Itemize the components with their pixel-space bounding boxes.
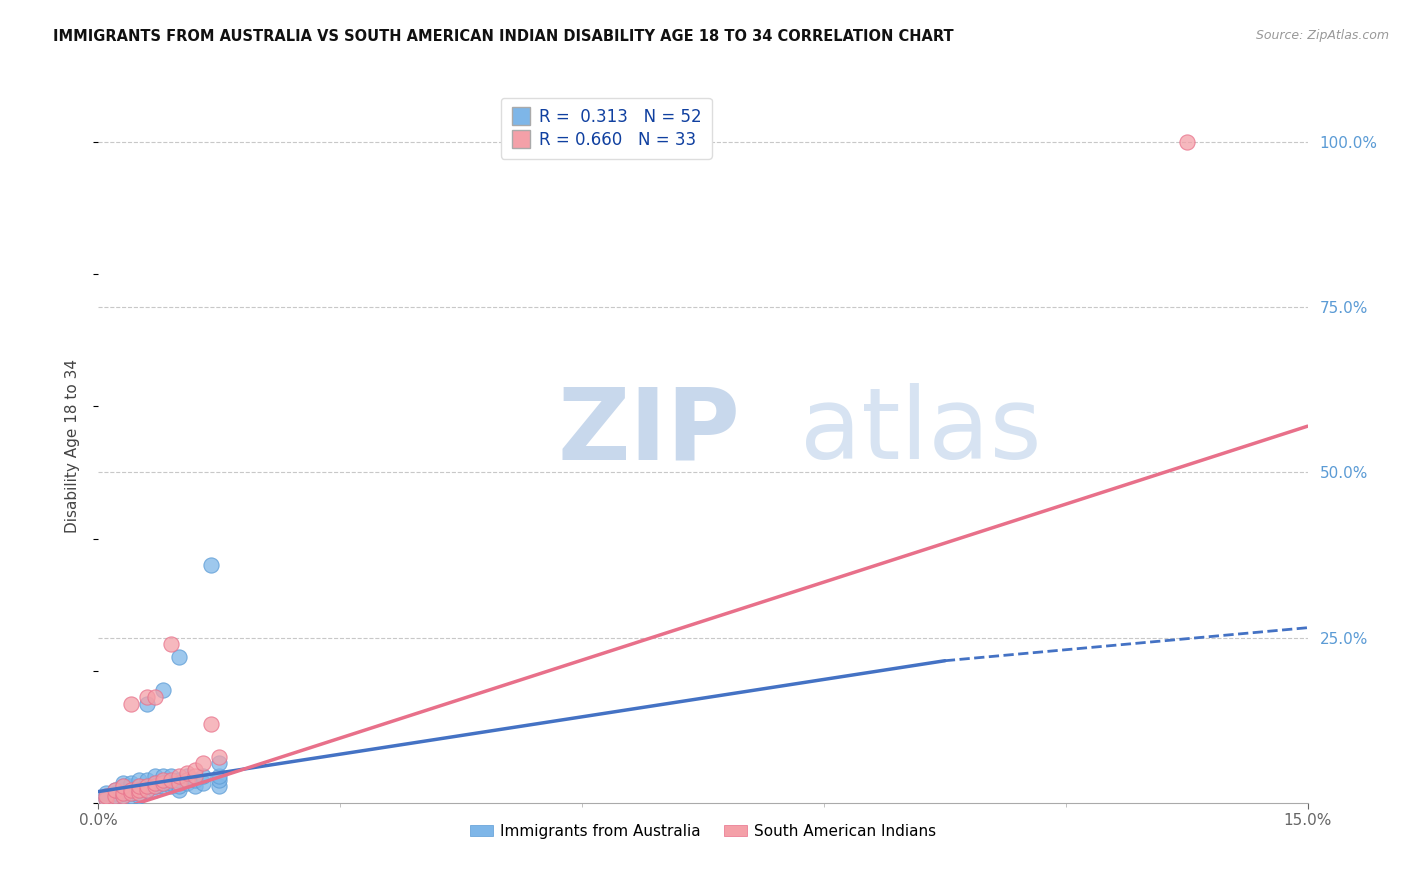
Point [135, 782, 157, 797]
Point [120, 779, 142, 793]
Legend: Immigrants from Australia, South American Indians: Immigrants from Australia, South America… [464, 818, 942, 845]
Point [128, 789, 150, 804]
Point [152, 769, 174, 783]
Point [152, 772, 174, 787]
Point [128, 786, 150, 800]
Point [111, 779, 134, 793]
Text: ZIP: ZIP [558, 384, 741, 480]
Point [143, 776, 166, 790]
Point [128, 786, 150, 800]
Point [160, 776, 183, 790]
Point [135, 782, 157, 797]
Point [167, 779, 190, 793]
Point [128, 779, 150, 793]
Point [143, 779, 166, 793]
Point [152, 683, 174, 698]
Point [111, 779, 134, 793]
Point [160, 772, 183, 787]
Point [184, 763, 207, 777]
Point [96, 792, 118, 806]
Point [208, 749, 231, 764]
Point [128, 779, 150, 793]
Point [167, 650, 190, 665]
Point [103, 782, 125, 797]
Point [160, 769, 183, 783]
Point [143, 769, 166, 783]
Point [96, 789, 118, 804]
Point [128, 782, 150, 797]
Point [143, 776, 166, 790]
Point [128, 772, 150, 787]
Point [208, 756, 231, 771]
Point [176, 772, 198, 787]
Point [111, 789, 134, 804]
Point [167, 776, 190, 790]
Point [103, 782, 125, 797]
Point [200, 716, 222, 731]
Point [96, 786, 118, 800]
Point [176, 776, 198, 790]
Point [143, 779, 166, 793]
Point [143, 690, 166, 704]
Point [128, 782, 150, 797]
Text: IMMIGRANTS FROM AUSTRALIA VS SOUTH AMERICAN INDIAN DISABILITY AGE 18 TO 34 CORRE: IMMIGRANTS FROM AUSTRALIA VS SOUTH AMERI… [53, 29, 955, 44]
Point [135, 772, 157, 787]
Text: atlas: atlas [800, 384, 1042, 480]
Point [167, 772, 190, 787]
Point [184, 772, 207, 787]
Point [96, 792, 118, 806]
Point [120, 782, 142, 797]
Point [120, 776, 142, 790]
Point [135, 690, 157, 704]
Point [111, 786, 134, 800]
Point [1175, 135, 1198, 149]
Point [184, 769, 207, 783]
Point [160, 779, 183, 793]
Point [120, 786, 142, 800]
Point [111, 776, 134, 790]
Point [120, 789, 142, 804]
Point [176, 766, 198, 780]
Point [103, 789, 125, 804]
Point [160, 637, 183, 651]
Point [96, 789, 118, 804]
Point [184, 779, 207, 793]
Point [152, 776, 174, 790]
Point [193, 776, 215, 790]
Point [167, 769, 190, 783]
Point [135, 697, 157, 711]
Point [103, 789, 125, 804]
Point [167, 782, 190, 797]
Point [143, 782, 166, 797]
Point [103, 792, 125, 806]
Point [208, 769, 231, 783]
Point [111, 789, 134, 804]
Point [152, 779, 174, 793]
Point [193, 769, 215, 783]
Point [111, 782, 134, 797]
Point [200, 558, 222, 572]
Point [208, 779, 231, 793]
Point [120, 782, 142, 797]
Point [152, 776, 174, 790]
Point [135, 779, 157, 793]
Point [103, 786, 125, 800]
Point [120, 697, 142, 711]
Point [176, 769, 198, 783]
Point [193, 756, 215, 771]
Point [208, 772, 231, 787]
Y-axis label: Disability Age 18 to 34: Disability Age 18 to 34 [65, 359, 80, 533]
Point [111, 786, 134, 800]
Point [135, 779, 157, 793]
Text: Source: ZipAtlas.com: Source: ZipAtlas.com [1256, 29, 1389, 42]
Point [120, 786, 142, 800]
